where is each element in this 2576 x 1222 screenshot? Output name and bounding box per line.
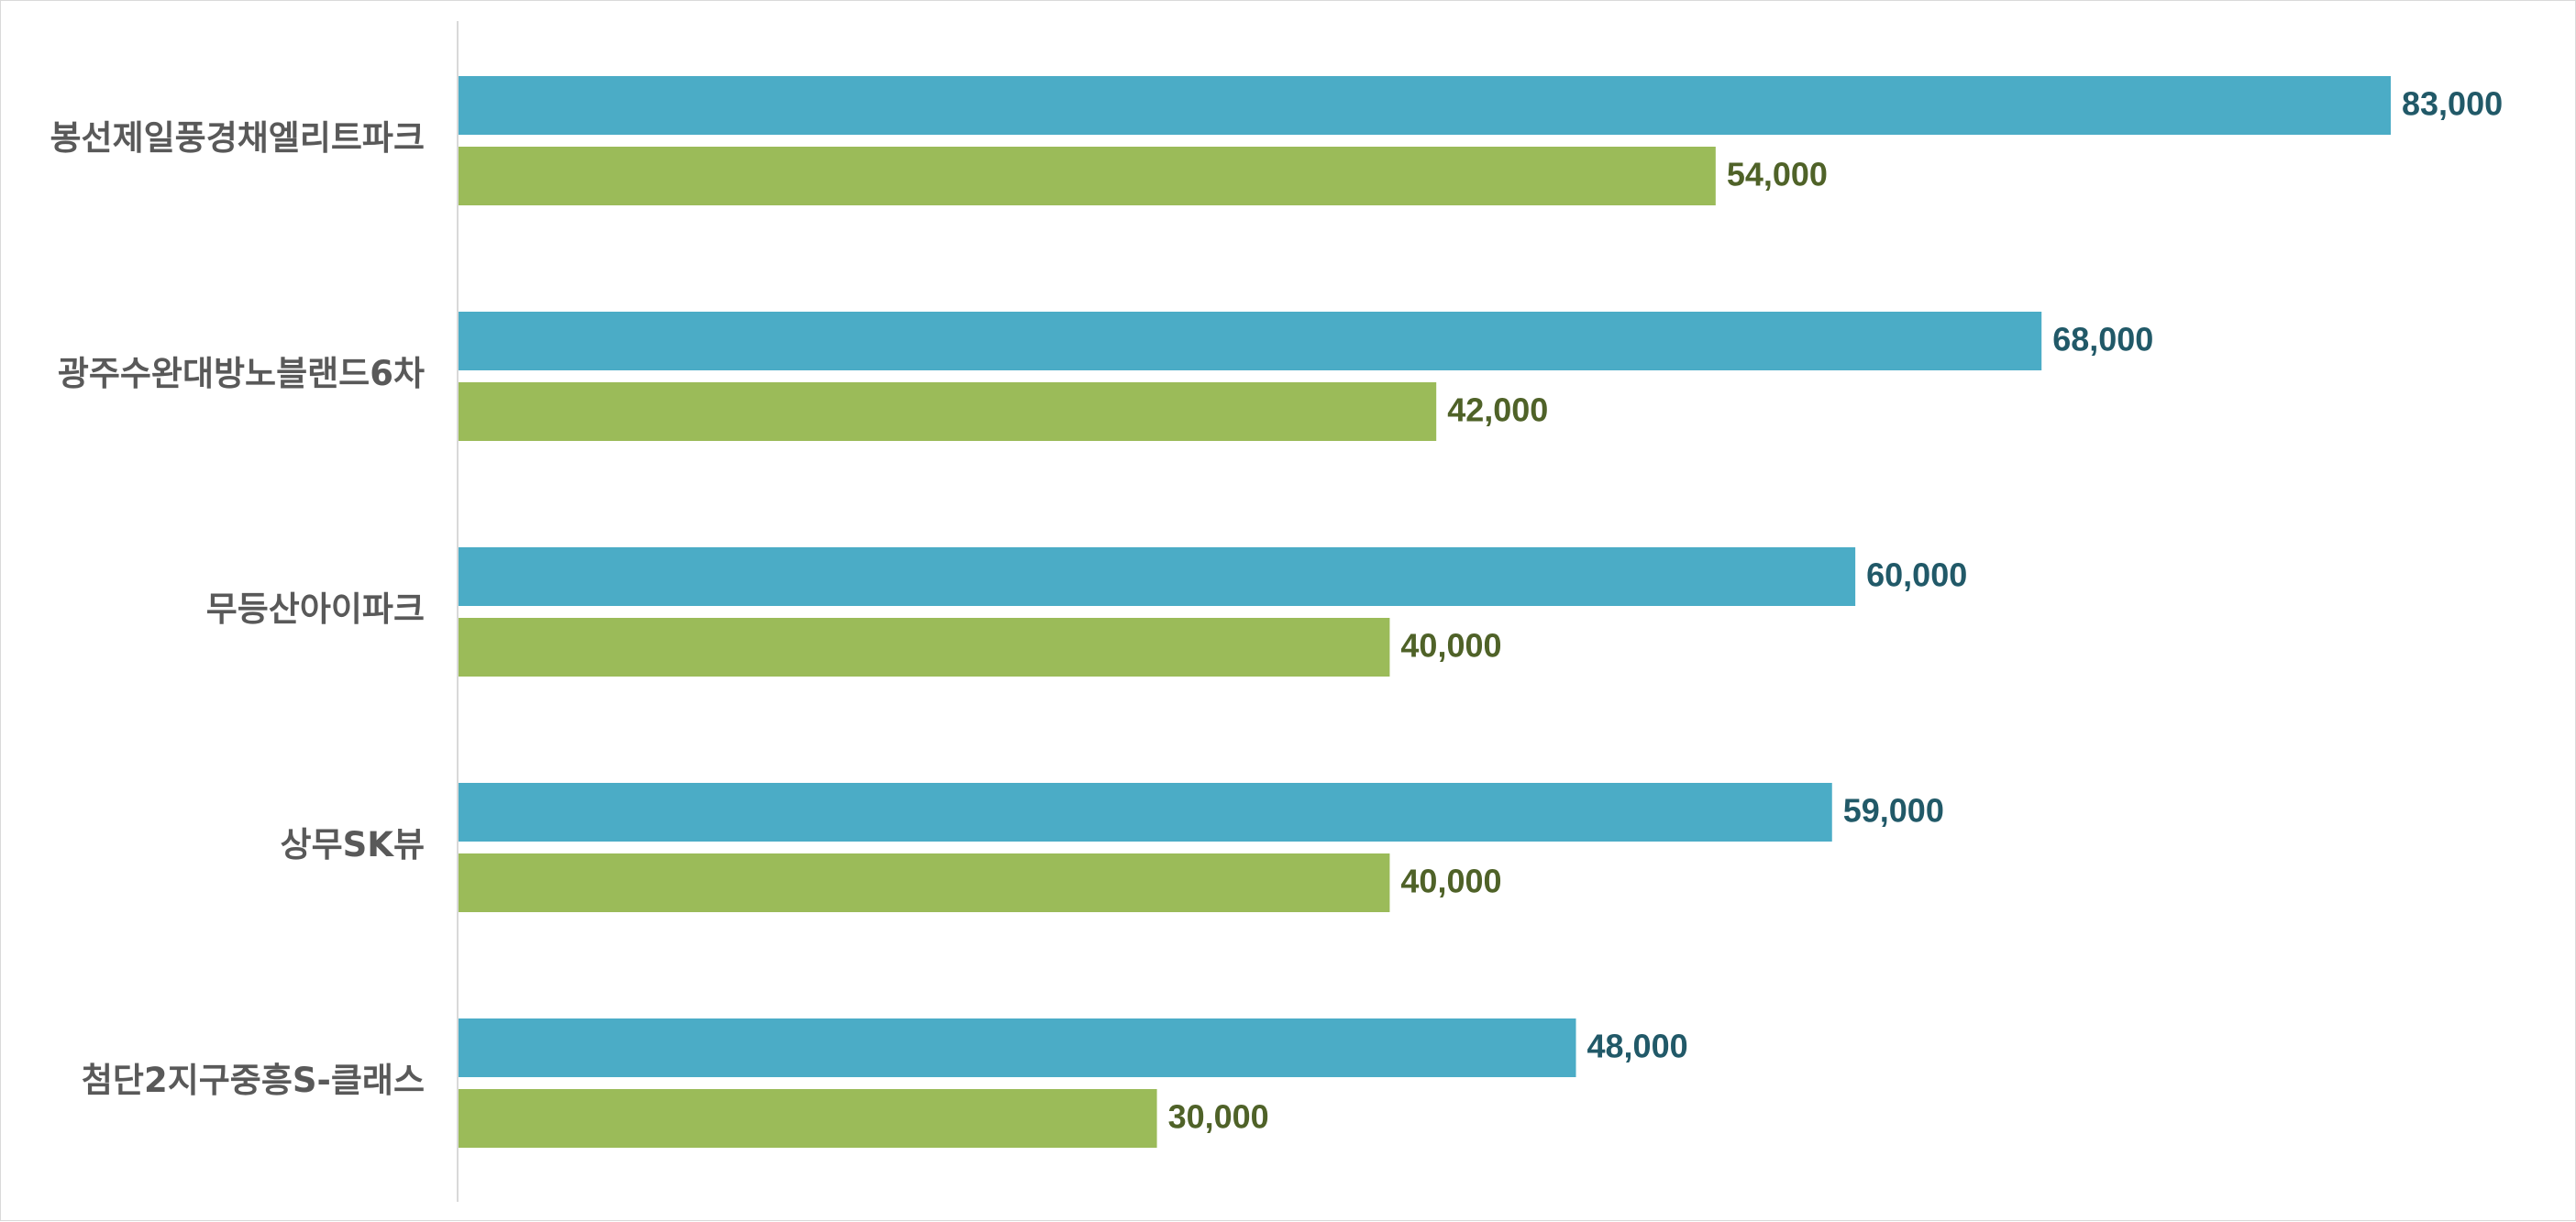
bar-series-2-3 <box>459 618 1390 677</box>
bar-series-1-5 <box>459 1018 1576 1077</box>
data-label: 30,000 <box>1168 1098 1269 1136</box>
bar-series-1-1 <box>459 76 2391 135</box>
category-label: 첨단2지구중흥S-클래스 <box>82 1061 425 1100</box>
data-label: 60,000 <box>1866 556 1967 594</box>
bars <box>459 76 2391 1148</box>
data-label: 68,000 <box>2052 321 2153 358</box>
bar-series-2-1 <box>459 147 1716 205</box>
category-label: 광주수완대방노블랜드6차 <box>58 354 425 393</box>
bar-series-2-2 <box>459 382 1437 441</box>
data-label: 40,000 <box>1400 863 1501 900</box>
bar-series-1-3 <box>459 547 1856 606</box>
data-label: 48,000 <box>1587 1028 1688 1065</box>
category-label: 상무SK뷰 <box>281 825 425 864</box>
bar-series-1-2 <box>459 312 2042 370</box>
bar-series-1-4 <box>459 783 1832 842</box>
category-labels: 봉선제일풍경채엘리트파크광주수완대방노블랜드6차무등산아이파크상무SK뷰첨단2지… <box>50 118 425 1100</box>
category-label: 무등산아이파크 <box>206 589 425 629</box>
data-label: 40,000 <box>1400 627 1501 665</box>
data-labels: 83,000 54,000 68,000 42,000 60,000 40,000 59,0… <box>1168 85 2504 1136</box>
data-label: 83,000 <box>2402 85 2503 123</box>
bar-series-2-4 <box>459 853 1390 912</box>
bar-series-2-5 <box>459 1089 1157 1148</box>
data-label: 59,000 <box>1843 792 1944 830</box>
category-label: 봉선제일풍경채엘리트파크 <box>50 118 425 158</box>
data-label: 54,000 <box>1727 156 1828 193</box>
data-label: 42,000 <box>1447 391 1548 429</box>
